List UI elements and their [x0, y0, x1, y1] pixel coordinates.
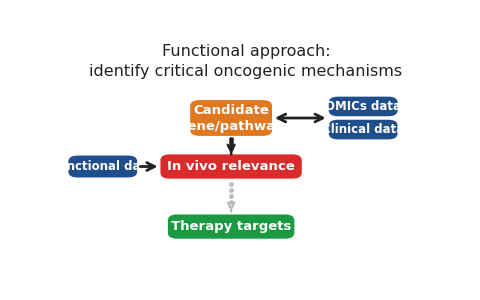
Text: In vivo relevance: In vivo relevance — [167, 160, 295, 173]
FancyBboxPatch shape — [190, 100, 272, 136]
Point — [228, 194, 235, 199]
Point — [228, 146, 235, 151]
Text: Functional approach:
identify critical oncogenic mechanisms: Functional approach: identify critical o… — [89, 44, 403, 79]
FancyBboxPatch shape — [68, 155, 137, 178]
Point — [228, 140, 235, 145]
Text: OMICs data: OMICs data — [325, 100, 401, 113]
Text: Clinical data: Clinical data — [322, 123, 404, 136]
Point — [228, 182, 235, 187]
FancyBboxPatch shape — [168, 214, 294, 239]
Point — [228, 143, 235, 148]
Text: Functional data: Functional data — [51, 160, 155, 173]
Point — [228, 137, 235, 142]
Text: Candidate
gene/pathway: Candidate gene/pathway — [179, 103, 284, 133]
FancyBboxPatch shape — [329, 97, 397, 116]
Text: Therapy targets: Therapy targets — [171, 220, 291, 233]
Point — [228, 188, 235, 193]
FancyBboxPatch shape — [329, 120, 397, 140]
FancyBboxPatch shape — [160, 154, 302, 178]
Point — [228, 200, 235, 205]
